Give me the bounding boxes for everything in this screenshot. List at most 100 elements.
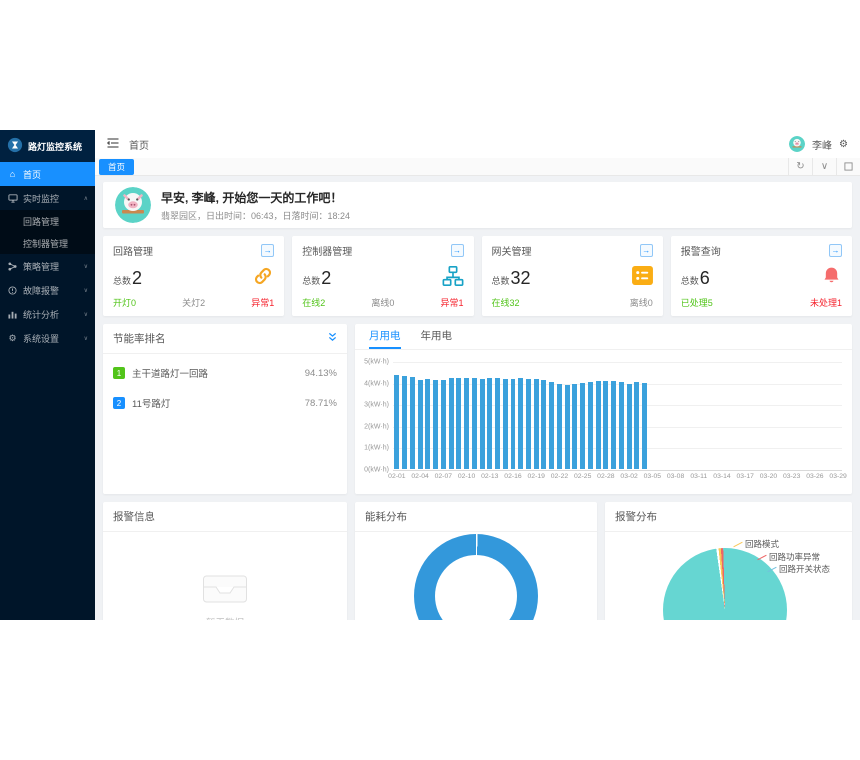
goto-arrow-button[interactable]: →	[450, 244, 464, 257]
bar	[556, 383, 562, 469]
settings-icon: ⚙	[8, 332, 17, 343]
x-axis-labels: 02-01 02-04 02-07 02-10 02-13 02-16 02-19 02-22…	[388, 473, 847, 485]
y-axis-label: 2(kW·h)	[364, 423, 389, 431]
ranking-row[interactable]: 1 主干道路灯一回路 94.13%	[113, 366, 337, 380]
link-icon	[252, 265, 274, 292]
alarm-dist-title: 报警分布	[615, 511, 657, 523]
sidebar-item-circuit-mgmt[interactable]: 回路管理	[23, 216, 60, 227]
goto-arrow-button[interactable]: →	[261, 244, 275, 257]
main-area: 首页 李峰 ⚙ 首页 ↻ ∨	[95, 130, 860, 620]
x-axis-tick-label: 03-26	[806, 473, 824, 480]
goto-arrow-button[interactable]: →	[829, 244, 842, 257]
energy-ranking-card: 节能率排名 1 主干道路灯一回路 94.13%	[103, 324, 347, 494]
bottom-row: 报警信息 暂无数据 能耗分布 报警分布	[103, 502, 852, 620]
strategy-icon	[7, 261, 18, 271]
rank-name: 11号路灯	[132, 399, 171, 410]
tab-bar: 首页 ↻ ∨	[95, 158, 860, 176]
y-axis-label: 3(kW·h)	[364, 401, 389, 409]
stat-card-title: 报警查询	[680, 247, 721, 258]
sidebar: 路灯监控系统 ⌂ 首页 实时监控 ∧ 回路管理 控制器管理	[0, 130, 95, 620]
sidebar-item-realtime-monitor[interactable]: 实时监控 ∧	[0, 186, 95, 210]
bar	[564, 384, 570, 469]
alarm-distribution-card: 报警分布 回路模式 回路功率异常 回路开关状态	[605, 502, 852, 620]
bar	[495, 377, 500, 469]
fault-alarm-icon	[7, 285, 18, 295]
user-name[interactable]: 李峰	[812, 140, 833, 152]
x-axis-tick-label: 03-05	[643, 473, 662, 480]
greeting-card: 早安, 李峰, 开始您一天的工作吧！ 翡翠园区，日出时间：06:43，日落时间：…	[103, 182, 852, 228]
bar	[417, 380, 423, 469]
x-axis-tick-label: 02-22	[550, 473, 569, 480]
y-axis-label: 5(kW·h)	[364, 358, 389, 366]
tab-monthly-usage[interactable]: 月用电	[369, 324, 401, 349]
leader-line	[757, 554, 767, 560]
ranking-row[interactable]: 2 11号路灯 78.71%	[113, 396, 337, 410]
sidebar-item-controller-mgmt[interactable]: 控制器管理	[23, 238, 69, 249]
logo-text: 路灯监控系统	[28, 141, 83, 152]
rank-name: 主干道路灯一回路	[132, 369, 209, 380]
stat-total: 2	[321, 267, 332, 288]
stat-abnormal: 异常1	[440, 298, 464, 308]
tab-yearly-usage[interactable]: 年用电	[420, 330, 453, 342]
sidebar-item-strategy-mgmt[interactable]: 策略管理 ∨	[0, 254, 95, 278]
stat-card-controller: 控制器管理 → 总数2 在线2 离线0 异常1	[292, 236, 474, 316]
menu-fold-icon[interactable]	[106, 137, 119, 151]
x-axis-tick-label: 03-14	[713, 473, 731, 480]
bar	[456, 377, 462, 469]
stat-card-circuit: 回路管理 → 总数2 开灯0 关灯2 异常1	[103, 236, 285, 316]
empty-inbox-icon	[202, 570, 248, 609]
stat-card-title: 回路管理	[113, 247, 153, 258]
sitemap-icon	[442, 265, 464, 292]
empty-text: 暂无数据	[206, 615, 244, 620]
stat-total: 6	[699, 267, 710, 288]
sidebar-item-system-settings[interactable]: ⚙ 系统设置 ∨	[8, 332, 88, 344]
user-avatar[interactable]	[789, 136, 806, 152]
x-axis-tick-label: 02-07	[434, 473, 453, 480]
breadcrumb[interactable]: 首页	[129, 140, 149, 152]
bar	[433, 380, 439, 469]
x-axis-tick-label: 03-08	[666, 473, 685, 480]
energy-usage-chart-card: 月用电 年用电 5(kW·h) 4(kW·h) 3(kW·h) 2(kW·h) …	[355, 324, 852, 494]
goto-arrow-button[interactable]: →	[639, 244, 653, 257]
bar	[518, 378, 524, 469]
fullscreen-icon[interactable]	[836, 158, 860, 175]
stat-card-gateway: 网关管理 → 总数32 在线32 离线0	[481, 236, 663, 316]
x-axis-tick-label: 03-29	[829, 473, 847, 480]
alarm-info-title: 报警信息	[113, 511, 155, 523]
bar	[440, 379, 446, 469]
stat-online: 在线2	[302, 298, 326, 308]
bar	[549, 381, 555, 469]
energy-dist-title: 能耗分布	[365, 511, 407, 523]
bar	[634, 381, 640, 469]
energy-distribution-donut[interactable]	[414, 534, 538, 620]
gear-icon[interactable]: ⚙	[839, 138, 848, 150]
refresh-icon[interactable]: ↻	[788, 158, 812, 175]
double-chevron-down-icon[interactable]	[328, 332, 337, 345]
stat-total: 32	[510, 267, 531, 288]
x-axis-tick-label: 02-19	[527, 473, 545, 480]
bar	[394, 375, 400, 469]
sidebar-item-home[interactable]: ⌂ 首页	[0, 162, 95, 186]
bar	[525, 379, 531, 469]
stat-abnormal: 异常1	[251, 298, 275, 308]
bar	[464, 377, 470, 469]
chevron-down-icon[interactable]: ∨	[812, 158, 836, 175]
bar	[510, 379, 516, 469]
sidebar-item-fault-alarm[interactable]: 故障报警 ∨	[0, 278, 95, 302]
rank-badge: 1	[113, 367, 125, 379]
stat-card-title: 网关管理	[491, 247, 532, 258]
bar	[409, 376, 415, 469]
tab-home[interactable]: 首页	[99, 158, 135, 175]
x-axis-tick-label: 03-11	[690, 473, 708, 480]
chevron-up-icon: ∧	[83, 195, 88, 202]
sidebar-item-stats-analysis[interactable]: 统计分析 ∨	[0, 302, 95, 326]
stat-on: 开灯0	[113, 298, 137, 308]
y-axis-label: 0(kW·h)	[364, 466, 389, 474]
pie-label-circuit-switch: 回路开关状态	[767, 563, 830, 575]
stat-total: 2	[132, 267, 143, 288]
page-content: 早安, 李峰, 开始您一天的工作吧！ 翡翠园区，日出时间：06:43，日落时间：…	[95, 176, 860, 620]
bar	[502, 378, 508, 469]
x-axis-tick-label: 02-13	[481, 473, 499, 480]
bar	[611, 380, 617, 469]
y-axis-label: 4(kW·h)	[364, 380, 389, 388]
